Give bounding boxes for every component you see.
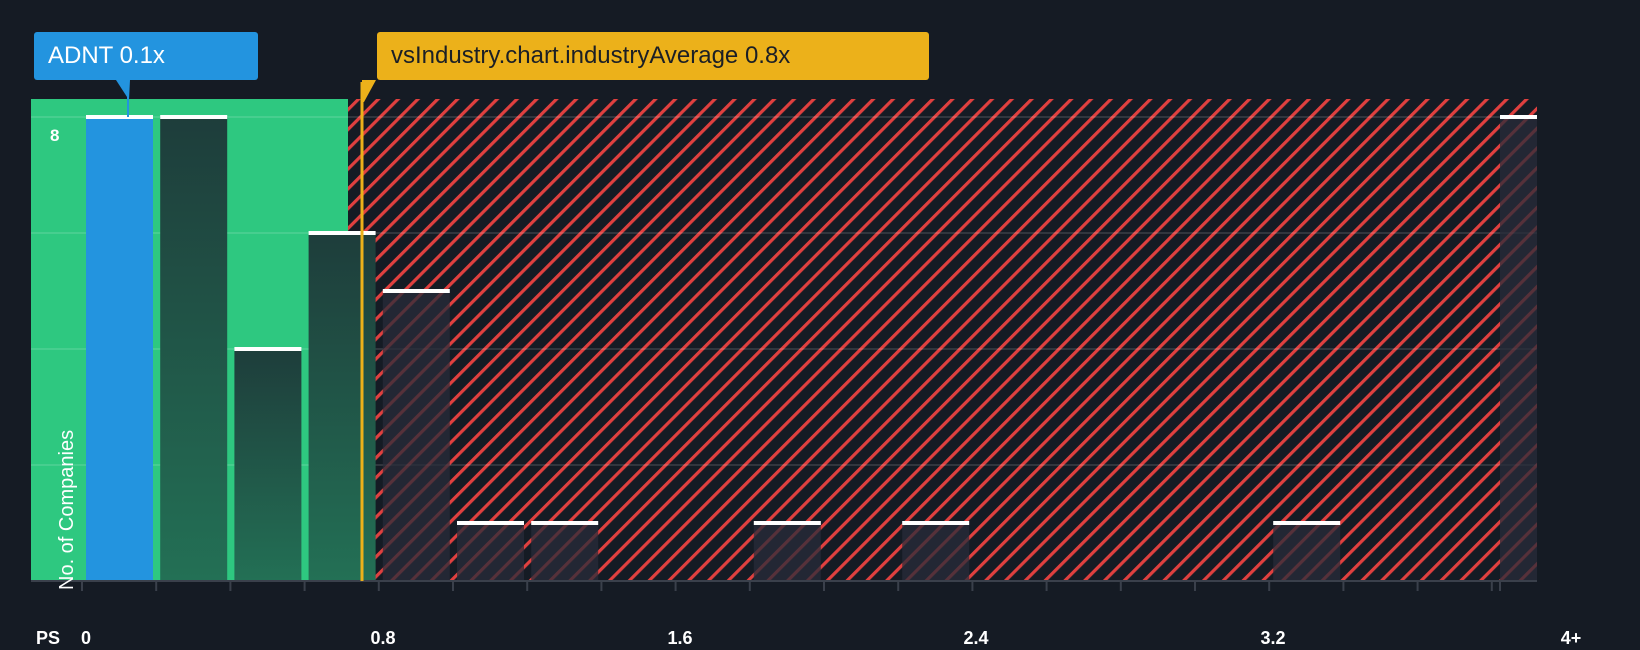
x-axis-ticks bbox=[81, 581, 1501, 591]
x-axis-name: PS bbox=[36, 628, 61, 648]
bar-cap bbox=[1500, 115, 1537, 119]
bar-cap bbox=[86, 115, 153, 119]
histogram-bar bbox=[457, 523, 524, 581]
bar-cap bbox=[1273, 521, 1341, 525]
histogram-bar bbox=[86, 117, 153, 581]
bar-cap bbox=[308, 231, 376, 235]
histogram-bar bbox=[382, 291, 450, 581]
bar-cap bbox=[382, 289, 450, 293]
industry-average-callout: vsIndustry.chart.industryAverage 0.8x bbox=[377, 32, 929, 80]
bar-cap bbox=[457, 521, 524, 525]
industry-callout-pointer bbox=[362, 80, 376, 102]
x-tick-3-2: 3.2 bbox=[1260, 628, 1286, 648]
histogram-bar bbox=[1500, 117, 1537, 581]
bar-cap bbox=[753, 521, 821, 525]
overvalued-zone bbox=[348, 99, 1537, 581]
x-tick-0-8: 0.8 bbox=[370, 628, 396, 648]
histogram-bar bbox=[234, 349, 302, 581]
bar-cap bbox=[234, 347, 302, 351]
company-ps-callout: ADNT 0.1x bbox=[34, 32, 258, 80]
bar-cap bbox=[160, 115, 228, 119]
histogram-bar bbox=[308, 233, 376, 581]
histogram-bar bbox=[753, 523, 821, 581]
bar-cap bbox=[902, 521, 970, 525]
x-tick-0: 0 bbox=[80, 628, 92, 648]
histogram-bars bbox=[86, 115, 1537, 581]
x-tick-4-plus: 4+ bbox=[1560, 628, 1582, 648]
histogram-bar bbox=[902, 523, 970, 581]
histogram-bar bbox=[1273, 523, 1341, 581]
y-tick-8: 8 bbox=[50, 126, 60, 145]
x-tick-2-4: 2.4 bbox=[963, 628, 989, 648]
histogram-bar bbox=[531, 523, 599, 581]
y-axis-title: No. of Companies bbox=[56, 429, 78, 590]
company-callout-pointer bbox=[116, 80, 130, 100]
bar-cap bbox=[531, 521, 599, 525]
histogram-bar bbox=[160, 117, 228, 581]
x-tick-1-6: 1.6 bbox=[667, 628, 693, 648]
